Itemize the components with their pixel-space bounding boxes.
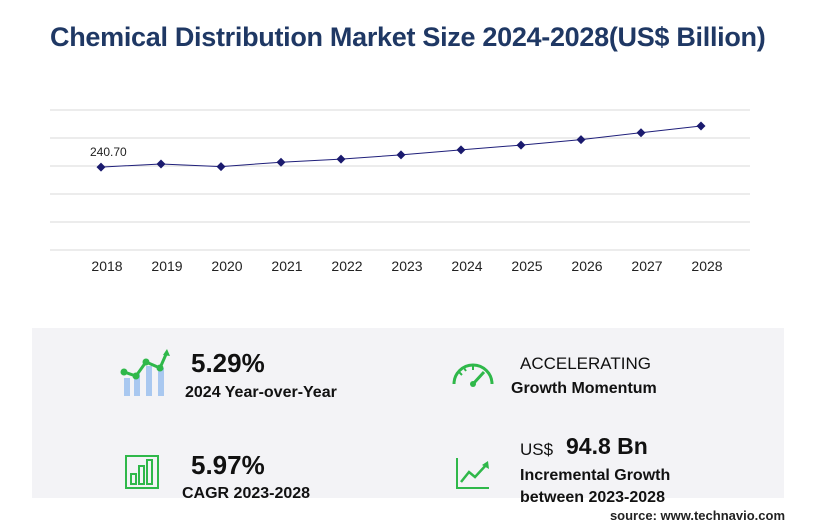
momentum-label: Growth Momentum: [511, 380, 657, 397]
x-tick-label: 2019: [151, 258, 182, 274]
cagr-value: 5.97%: [191, 450, 265, 480]
data-point: [276, 157, 286, 167]
data-point: [396, 150, 406, 160]
data-point: [216, 162, 226, 172]
data-point: [636, 128, 646, 138]
data-point: [96, 162, 106, 172]
x-tick-label: 2028: [691, 258, 722, 274]
bar-chart-icon: [125, 455, 159, 489]
data-point: [456, 145, 466, 155]
yoy-value: 5.29%: [191, 348, 265, 378]
gridlines: [50, 109, 750, 251]
series-markers: [96, 121, 706, 172]
x-tick-label: 2020: [211, 258, 242, 274]
data-point: [696, 121, 706, 131]
cagr-label: CAGR 2023-2028: [182, 485, 311, 502]
data-point: [336, 154, 346, 164]
data-point: [516, 140, 526, 150]
x-tick-label: 2022: [331, 258, 362, 274]
incremental-label-line2: between 2023-2028: [520, 489, 665, 506]
incremental-value: 94.8 Bn: [566, 433, 648, 459]
x-tick-label: 2027: [631, 258, 662, 274]
series-line: [100, 125, 702, 168]
incremental-unit: US$: [520, 440, 554, 459]
data-label: 240.70: [90, 145, 127, 159]
incremental-label-line1: Incremental Growth: [520, 467, 671, 484]
data-labels: 240.70: [90, 145, 127, 159]
x-tick-label: 2021: [271, 258, 302, 274]
bar-growth-icon: [120, 349, 170, 396]
x-tick-label: 2023: [391, 258, 422, 274]
speedometer-icon: [452, 363, 494, 387]
chart-title: Chemical Distribution Market Size 2024-2…: [50, 22, 766, 52]
x-tick-label: 2024: [451, 258, 482, 274]
trend-up-icon: [456, 458, 489, 489]
x-tick-label: 2026: [571, 258, 602, 274]
momentum-value: ACCELERATING: [520, 354, 651, 373]
line-chart: 2018 2019 2020 2021 2022 2023 2024 2025 2026 2027…: [50, 109, 750, 274]
data-point: [156, 159, 166, 169]
source-note: source: www.technavio.com: [609, 508, 785, 523]
data-point: [576, 135, 586, 145]
x-axis-ticks: 2018 2019 2020 2021 2022 2023 2024 2025 2026 2027…: [91, 258, 722, 274]
yoy-label: 2024 Year-over-Year: [185, 384, 337, 401]
x-tick-label: 2025: [511, 258, 542, 274]
x-tick-label: 2018: [91, 258, 122, 274]
